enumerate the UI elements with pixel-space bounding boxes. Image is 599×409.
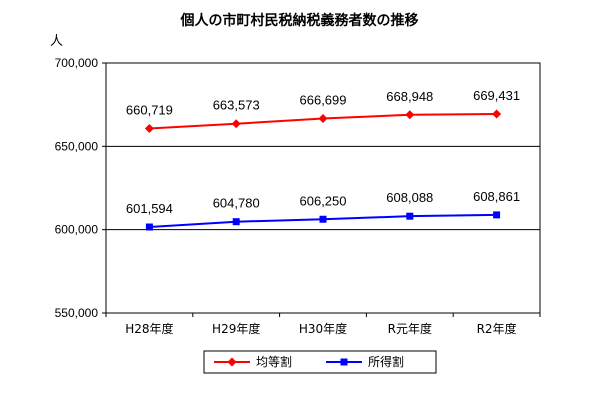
data-label: 601,594 [126,201,173,216]
y-tick-label: 700,000 [55,56,99,70]
data-point-marker [319,215,327,223]
data-point-marker [318,114,328,124]
legend: 均等割 所得割 [203,350,437,374]
legend-marker [340,358,348,366]
data-label: 606,250 [300,193,347,208]
x-tick-label: H30年度 [299,321,347,336]
data-label: 669,431 [473,88,520,103]
y-tick-label: 600,000 [55,223,99,237]
legend-label: 均等割 [256,354,292,369]
legend-box [203,350,437,374]
data-label: 666,699 [300,93,347,108]
chart-title: 個人の市町村民税納税義務者数の推移 [180,13,419,29]
data-point-marker [405,110,415,120]
data-point-marker [232,218,240,226]
x-tick-label: R2年度 [477,321,517,336]
legend-label: 所得割 [368,354,404,369]
data-point-marker [145,223,153,231]
data-label: 668,948 [386,89,433,104]
x-tick-label: R元年度 [388,321,432,336]
data-label: 608,088 [386,190,433,205]
data-point-marker [406,212,414,220]
plot-area: 550,000 600,000 650,000 700,000 H28年度 H29年度 H3… [55,56,541,336]
legend-marker [227,357,237,367]
x-tick-label: H28年度 [125,321,173,336]
data-label: 660,719 [126,102,173,117]
data-point-marker [231,119,241,129]
data-label: 608,861 [473,189,520,204]
data-label: 663,573 [213,98,260,113]
data-label: 604,780 [213,196,260,211]
y-axis-unit-label: 人 [50,34,64,49]
y-tick-label: 650,000 [55,139,99,153]
x-tick-label: H29年度 [212,321,260,336]
y-tick-label: 550,000 [55,306,99,320]
plot-frame [105,62,541,314]
data-point-marker [493,211,501,219]
data-point-marker [492,109,502,119]
data-point-marker [144,123,154,133]
